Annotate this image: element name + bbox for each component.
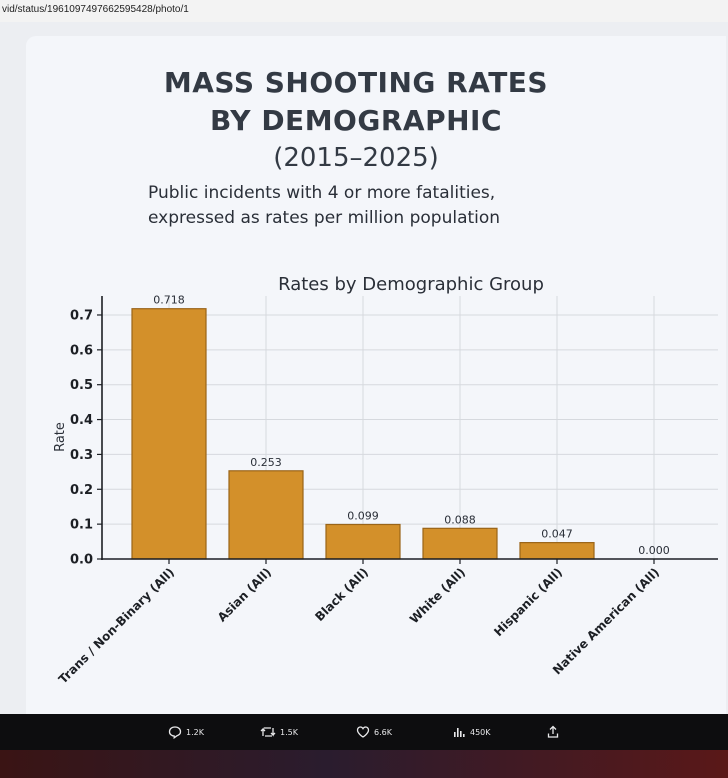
chart-title: Rates by Demographic Group (278, 274, 544, 295)
heart-icon (356, 726, 370, 738)
y-tick-label-2: 0.2 (70, 483, 93, 498)
reply-button[interactable]: 1.2K (168, 724, 204, 740)
subtitle-line-1: Public incidents with 4 or more fataliti… (148, 183, 496, 203)
like-count: 6.6K (374, 727, 392, 737)
y-tick-label-5: 0.5 (70, 378, 93, 393)
y-tick-label-0: 0.0 (70, 553, 93, 568)
share-icon (547, 725, 559, 738)
analytics-icon (454, 728, 465, 737)
tweet-action-bar: 1.2K 1.5K 6.6K 450K (0, 714, 728, 750)
url-text: vid/status/1961097497662595428/photo/1 (2, 4, 189, 15)
subtitle-line-2: expressed as rates per million populatio… (148, 208, 501, 228)
reply-count: 1.2K (186, 727, 204, 737)
y-axis-label: Rate (53, 422, 68, 452)
bar-4 (519, 542, 595, 560)
axes-group (101, 296, 718, 560)
x-tick-label-0: Trans / Non-Binary (All) (56, 565, 177, 686)
data-label-2: 0.099 (347, 509, 379, 522)
reply-icon (168, 726, 182, 739)
views-button[interactable]: 450K (452, 724, 491, 740)
x-tick-label-3: White (All) (407, 565, 468, 626)
like-button[interactable]: 6.6K (356, 724, 392, 740)
bar-0 (131, 308, 207, 560)
share-button[interactable] (546, 724, 560, 740)
bar-1 (228, 470, 304, 560)
y-tick-label-1: 0.1 (70, 518, 93, 533)
x-tick-label-1: Asian (All) (215, 565, 274, 624)
data-label-0: 0.718 (153, 294, 185, 307)
data-label-5: 0.000 (638, 544, 670, 557)
bar-3 (422, 527, 498, 560)
x-tick-label-5: Native American (All) (550, 565, 662, 677)
bar-2 (325, 523, 401, 560)
data-label-1: 0.253 (250, 456, 282, 469)
views-count: 450K (470, 727, 491, 737)
title-years: (2015–2025) (273, 143, 439, 173)
title-line-1: MASS SHOOTING RATES (163, 66, 549, 99)
title-line-2: BY DEMOGRAPHIC (209, 104, 502, 137)
y-tick-label-6: 0.6 (70, 343, 93, 358)
data-labels: 0.718 0.253 0.099 0.088 0.047 0.000 (153, 294, 670, 557)
bar-chart: Rates by Demographic Group Rate 0.00.10.… (53, 274, 718, 686)
repost-button[interactable]: 1.5K (260, 724, 298, 740)
repost-icon (260, 727, 276, 737)
background-strip (0, 750, 728, 778)
x-tick-label-4: Hispanic (All) (491, 565, 565, 639)
x-tick-label-2: Black (All) (312, 565, 371, 624)
y-tick-label-4: 0.4 (70, 413, 93, 428)
x-ticks: Trans / Non-Binary (All) Asian (All) Black… (56, 559, 662, 686)
y-tick-label-3: 0.3 (70, 448, 93, 463)
data-label-4: 0.047 (541, 528, 573, 541)
data-label-3: 0.088 (444, 513, 476, 526)
repost-count: 1.5K (280, 727, 298, 737)
photo-frame (0, 22, 728, 714)
y-tick-label-7: 0.7 (70, 308, 93, 323)
y-ticks: 0.0 0.1 0.2 0.3 0.4 0.5 0.6 0.7 (70, 308, 102, 568)
